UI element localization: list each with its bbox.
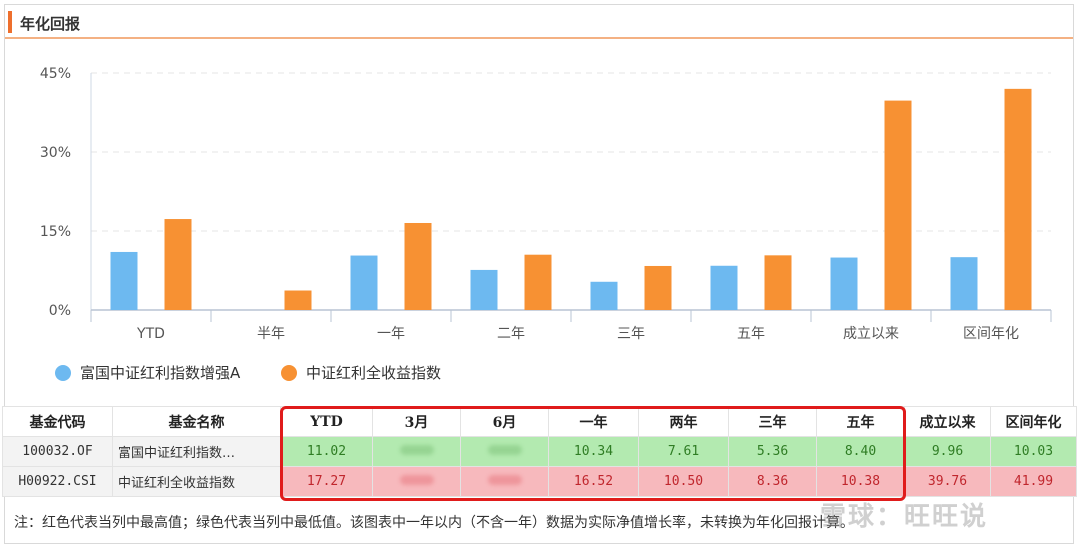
bar-index	[164, 219, 192, 310]
col-header-name[interactable]: 基金名称	[112, 406, 281, 437]
y5-cell: 8.40	[816, 436, 905, 467]
bar-index	[644, 265, 672, 310]
y2-cell: 10.50	[638, 466, 729, 497]
header-accent-bar	[8, 11, 12, 33]
x-tick-label: 五年	[737, 326, 765, 342]
col-header-3y[interactable]: 三年	[728, 406, 817, 437]
y-tick-label: 15%	[40, 224, 71, 240]
bar-index	[884, 100, 912, 310]
watermark: 雪球：旺旺说	[820, 502, 989, 532]
returns-table: 基金代码 基金名称 YTD 3月 6月 一年 两年 三年 五年 成立以来 区间年…	[2, 406, 1077, 497]
since-cell: 39.76	[904, 466, 991, 497]
bar-fund	[710, 265, 738, 310]
col-header-annualized[interactable]: 区间年化	[990, 406, 1077, 437]
table-header-row: 基金代码 基金名称 YTD 3月 6月 一年 两年 三年 五年 成立以来 区间年…	[2, 406, 1077, 437]
legend-label: 富国中证红利指数增强A	[80, 364, 241, 382]
bar-fund	[950, 257, 978, 310]
y1-cell: 16.52	[548, 466, 639, 497]
fund-code-cell[interactable]: 100032.OF	[2, 436, 113, 467]
m6-cell	[460, 466, 549, 497]
bar-chart: 45% 30% 15% 0% YTD 半年 一年 二年 三年 五年 成立以来 区间年化富国中证红利指数…	[40, 66, 1052, 382]
col-header-1y[interactable]: 一年	[548, 406, 639, 437]
y-tick-label: 0%	[49, 303, 71, 319]
bar-fund	[470, 269, 498, 310]
legend-marker	[281, 365, 297, 381]
x-tick-label: YTD	[136, 326, 165, 342]
m3-cell	[372, 436, 461, 467]
y3-cell: 8.36	[728, 466, 817, 497]
y3-cell: 5.36	[728, 436, 817, 467]
bar-fund	[590, 281, 618, 310]
x-tick-label: 一年	[377, 326, 405, 342]
col-header-ytd[interactable]: YTD	[280, 406, 373, 437]
col-header-5y[interactable]: 五年	[816, 406, 905, 437]
since-cell: 9.96	[904, 436, 991, 467]
annualized-cell: 41.99	[990, 466, 1077, 497]
panel-title: 年化回报	[20, 15, 81, 33]
m6-cell	[460, 436, 549, 467]
bar-index	[524, 254, 552, 310]
ytd-cell: 17.27	[280, 466, 373, 497]
m3-cell	[372, 466, 461, 497]
bar-index	[1004, 88, 1032, 310]
y2-cell: 7.61	[638, 436, 729, 467]
ytd-cell: 11.02	[280, 436, 373, 467]
y-tick-label: 30%	[40, 145, 71, 161]
annualized-return-panel: 年化回报 45% 30% 15% 0% YTD 半年 一年 二年 三年 五年 成立以来 区间年化 富国中…	[4, 4, 1074, 544]
x-tick-label: 半年	[257, 326, 285, 342]
bar-fund	[350, 255, 378, 310]
y5-cell: 10.38	[816, 466, 905, 497]
x-tick-label: 三年	[617, 326, 645, 342]
bar-index	[404, 222, 432, 310]
bar-fund	[830, 257, 858, 310]
returns-table-wrap: 基金代码 基金名称 YTD 3月 6月 一年 两年 三年 五年 成立以来 区间年…	[2, 406, 1077, 497]
blurred-value	[399, 475, 434, 485]
table-row[interactable]: 100032.OF 富国中证红利指数… 11.02 10.34 7.61 5.3…	[2, 436, 1077, 467]
x-tick-label: 区间年化	[963, 326, 1019, 342]
fund-code-cell[interactable]: H00922.CSI	[2, 466, 113, 497]
col-header-6m[interactable]: 6月	[460, 406, 549, 437]
x-tick-label: 二年	[497, 326, 525, 342]
bar-fund	[110, 251, 138, 310]
col-header-2y[interactable]: 两年	[638, 406, 729, 437]
bar-index	[284, 290, 312, 310]
legend-marker	[55, 365, 71, 381]
panel-header: 年化回报	[5, 5, 1073, 39]
blurred-value	[399, 445, 434, 455]
col-header-code[interactable]: 基金代码	[2, 406, 113, 437]
col-header-3m[interactable]: 3月	[372, 406, 461, 437]
y1-cell: 10.34	[548, 436, 639, 467]
col-header-since[interactable]: 成立以来	[904, 406, 991, 437]
bar-index	[764, 255, 792, 310]
y-tick-label: 45%	[40, 66, 71, 82]
fund-name-cell[interactable]: 中证红利全收益指数	[112, 466, 281, 497]
annualized-cell: 10.03	[990, 436, 1077, 467]
blurred-value	[487, 445, 522, 455]
x-tick-label: 成立以来	[843, 326, 899, 342]
footnote: 注：红色代表当列中最高值；绿色代表当列中最低值。该图表中一年以内（不含一年）数据…	[14, 515, 854, 531]
table-row[interactable]: H00922.CSI 中证红利全收益指数 17.27 16.52 10.50 8…	[2, 466, 1077, 497]
fund-name-cell[interactable]: 富国中证红利指数…	[112, 436, 281, 467]
legend-label: 中证红利全收益指数	[306, 364, 441, 382]
blurred-value	[487, 475, 522, 485]
